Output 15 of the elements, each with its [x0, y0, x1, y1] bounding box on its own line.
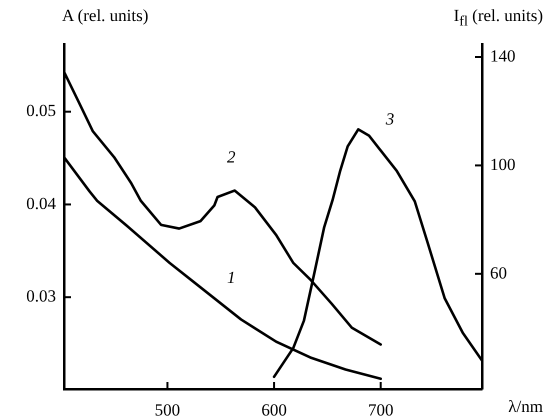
series-label: 3 [384, 109, 394, 128]
x-tick-label: 500 [154, 400, 180, 420]
y-axis-title: A (rel. units) [62, 6, 148, 26]
y2-tick-label: 140 [490, 46, 516, 66]
series-label: 1 [226, 268, 236, 288]
y-tick-label: 0.03 [26, 286, 56, 306]
y2-tick-label: 60 [490, 263, 507, 282]
x-tick-label: 700 [368, 400, 394, 420]
y2-tick-label: 100 [490, 154, 516, 174]
y-tick-label: 0.04 [26, 194, 56, 213]
x-tick-label: 600 [261, 400, 287, 420]
x-axis-title: λ/nm [508, 397, 543, 417]
y-tick-label: 0.05 [26, 101, 56, 120]
series-label: 2 [226, 147, 236, 166]
y2-axis-title: I$_{fl}$ (rel. units) [454, 6, 543, 30]
